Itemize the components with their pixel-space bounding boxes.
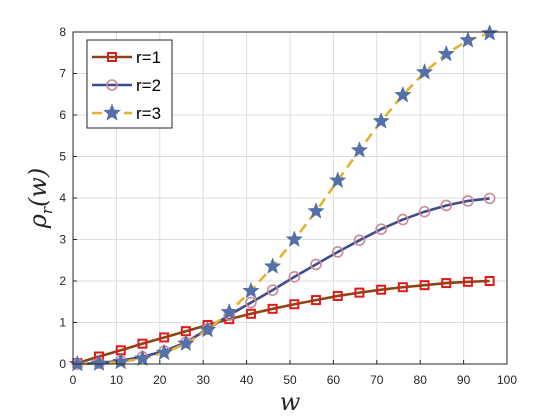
x-tick-label: 10 xyxy=(110,373,124,387)
data-point xyxy=(462,195,474,207)
data-point xyxy=(483,192,496,205)
legend-label: r=3 xyxy=(136,104,161,123)
data-point xyxy=(397,213,409,226)
y-tick-label: 0 xyxy=(59,357,66,371)
data-point xyxy=(289,299,300,310)
legend-item: r=3 xyxy=(92,103,161,123)
data-point xyxy=(440,199,453,212)
y-axis-label-arg: (w) xyxy=(24,168,52,207)
data-point xyxy=(137,338,148,349)
data-point xyxy=(397,282,408,293)
data-point xyxy=(266,284,279,296)
legend-marker xyxy=(106,79,118,91)
data-point xyxy=(394,85,412,103)
data-point xyxy=(372,112,390,129)
legend-label: r=2 xyxy=(136,76,161,95)
data-point xyxy=(111,352,130,370)
data-point xyxy=(376,284,387,295)
data-point xyxy=(220,302,238,320)
legend-marker xyxy=(107,52,117,62)
x-axis-label: w xyxy=(280,388,301,416)
data-point xyxy=(437,44,455,62)
data-point xyxy=(288,271,301,283)
data-point xyxy=(245,296,257,309)
y-tick-label: 1 xyxy=(59,316,66,330)
data-point xyxy=(311,295,322,306)
x-tick-label: 90 xyxy=(457,373,471,387)
y-tick-label: 5 xyxy=(59,150,66,164)
legend-marker xyxy=(102,103,122,121)
y-axis-label: ρr(w) xyxy=(24,168,56,230)
data-point xyxy=(177,334,195,352)
x-tick-label: 50 xyxy=(283,373,297,387)
y-axis-label-sub: r xyxy=(38,206,56,214)
axis-ticks: 0 10 20 30 40 50 60 70 80 90 100 0 1 2 3 4 5 6 7 8 xyxy=(59,25,517,387)
data-point xyxy=(68,354,87,372)
data-point xyxy=(267,303,278,314)
series-layer xyxy=(68,24,499,372)
data-point xyxy=(328,171,347,189)
data-point xyxy=(90,354,108,372)
y-axis-label-main: ρ xyxy=(24,214,52,229)
data-point xyxy=(307,202,325,219)
data-point xyxy=(285,230,304,247)
data-point xyxy=(350,141,369,158)
data-point xyxy=(419,280,430,291)
legend-item: r=2 xyxy=(92,76,161,95)
legend-label: r=1 xyxy=(136,48,161,67)
x-tick-label: 20 xyxy=(153,373,167,387)
data-point xyxy=(332,290,343,301)
data-point xyxy=(353,234,366,247)
y-tick-label: 3 xyxy=(59,233,66,247)
data-point xyxy=(133,349,152,367)
x-tick-label: 0 xyxy=(70,373,77,387)
series-r=3 xyxy=(68,24,499,372)
x-tick-label: 100 xyxy=(497,373,517,387)
data-point xyxy=(418,205,431,218)
data-point xyxy=(375,223,387,235)
x-tick-label: 40 xyxy=(240,373,254,387)
y-tick-label: 6 xyxy=(59,108,66,122)
y-tick-label: 8 xyxy=(59,25,66,39)
data-point xyxy=(415,63,434,80)
data-point xyxy=(441,278,452,289)
x-tick-label: 70 xyxy=(370,373,384,387)
legend: r=1 r=2 r=3 xyxy=(86,39,173,129)
data-point xyxy=(331,246,344,258)
legend-item: r=1 xyxy=(92,48,161,67)
x-tick-label: 80 xyxy=(414,373,428,387)
data-point xyxy=(263,257,282,274)
x-tick-label: 60 xyxy=(327,373,341,387)
data-point xyxy=(462,276,473,287)
y-tick-label: 2 xyxy=(59,274,66,288)
data-point xyxy=(198,320,217,338)
data-point xyxy=(484,276,495,286)
y-tick-label: 4 xyxy=(59,191,66,205)
data-point xyxy=(459,31,477,48)
data-point xyxy=(242,281,260,299)
data-point xyxy=(155,343,173,361)
y-tick-label: 7 xyxy=(59,67,66,81)
data-point xyxy=(354,287,365,298)
data-point xyxy=(159,332,170,343)
data-point xyxy=(310,258,322,271)
x-tick-label: 30 xyxy=(197,373,211,387)
data-point xyxy=(245,308,256,319)
svg-text:ρr(w): ρr(w) xyxy=(24,168,56,230)
